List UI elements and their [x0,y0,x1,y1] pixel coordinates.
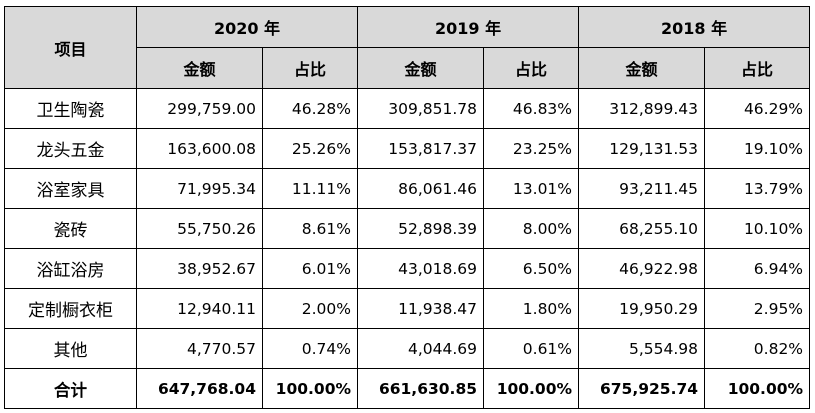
ratio-cell: 46.28% [261,88,359,129]
amount-cell: 4,770.57 [136,328,263,369]
amount-header: 金额 [136,47,263,89]
ratio-cell: 13.79% [704,168,811,209]
category-cell: 瓷砖 [4,208,137,249]
ratio-cell: 6.50% [483,248,580,289]
ratio-cell: 2.00% [261,288,359,329]
amount-cell: 52,898.39 [357,208,485,249]
revenue-breakdown-table: 项目 2020 年 2019 年 2018 年 金额 占比 金额 占比 金额 占… [4,6,811,409]
year-header-2018: 2018 年 [578,6,811,48]
ratio-cell: 10.10% [704,208,811,249]
ratio-cell: 2.95% [704,288,811,329]
total-amount-cell: 647,768.04 [136,368,263,409]
table-row: 定制橱衣柜 12,940.11 2.00% 11,938.47 1.80% 19… [4,288,811,329]
amount-header: 金额 [357,47,485,89]
ratio-cell: 0.82% [704,328,811,369]
header-row-years: 项目 2020 年 2019 年 2018 年 [4,6,811,89]
total-ratio-cell: 100.00% [704,368,811,409]
ratio-cell: 6.01% [261,248,359,289]
amount-cell: 4,044.69 [357,328,485,369]
ratio-header: 占比 [483,47,580,89]
ratio-cell: 46.29% [704,88,811,129]
table-row: 其他 4,770.57 0.74% 4,044.69 0.61% 5,554.9… [4,328,811,369]
category-cell: 浴室家具 [4,168,137,209]
category-cell: 卫生陶瓷 [4,88,137,129]
header-row-columns: 金额 占比 金额 占比 金额 占比 [5,47,811,89]
amount-cell: 93,211.45 [578,168,706,209]
amount-cell: 153,817.37 [357,128,485,169]
amount-cell: 55,750.26 [136,208,263,249]
table-row: 龙头五金 163,600.08 25.26% 153,817.37 23.25%… [4,128,811,169]
ratio-cell: 19.10% [704,128,811,169]
amount-cell: 38,952.67 [136,248,263,289]
amount-cell: 309,851.78 [357,88,485,129]
total-ratio-cell: 100.00% [261,368,359,409]
ratio-cell: 1.80% [483,288,580,329]
category-cell: 浴缸浴房 [4,248,137,289]
total-amount-cell: 675,925.74 [578,368,706,409]
amount-cell: 46,922.98 [578,248,706,289]
amount-header: 金额 [578,47,706,89]
amount-cell: 71,995.34 [136,168,263,209]
ratio-header: 占比 [261,47,359,89]
ratio-cell: 6.94% [704,248,811,289]
amount-cell: 5,554.98 [578,328,706,369]
revenue-table-container: 项目 2020 年 2019 年 2018 年 金额 占比 金额 占比 金额 占… [4,6,811,409]
amount-cell: 129,131.53 [578,128,706,169]
ratio-cell: 8.00% [483,208,580,249]
year-header-2019: 2019 年 [357,6,580,48]
ratio-cell: 25.26% [261,128,359,169]
ratio-cell: 11.11% [261,168,359,209]
total-amount-cell: 661,630.85 [357,368,485,409]
year-header-2020: 2020 年 [135,6,359,48]
amount-cell: 312,899.43 [578,88,706,129]
ratio-cell: 13.01% [483,168,580,209]
amount-cell: 86,061.46 [357,168,485,209]
total-row: 合计 647,768.04 100.00% 661,630.85 100.00%… [4,368,811,409]
amount-cell: 299,759.00 [136,88,263,129]
table-row: 卫生陶瓷 299,759.00 46.28% 309,851.78 46.83%… [4,88,811,129]
category-cell: 其他 [4,328,137,369]
total-ratio-cell: 100.00% [483,368,580,409]
category-cell: 定制橱衣柜 [4,288,137,329]
item-header: 项目 [4,6,137,89]
ratio-cell: 46.83% [483,88,580,129]
amount-cell: 12,940.11 [136,288,263,329]
amount-cell: 19,950.29 [578,288,706,329]
table-row: 浴缸浴房 38,952.67 6.01% 43,018.69 6.50% 46,… [4,248,811,289]
category-cell: 龙头五金 [4,128,137,169]
amount-cell: 11,938.47 [357,288,485,329]
ratio-cell: 0.74% [261,328,359,369]
amount-cell: 163,600.08 [136,128,263,169]
table-row: 瓷砖 55,750.26 8.61% 52,898.39 8.00% 68,25… [4,208,811,249]
ratio-cell: 0.61% [483,328,580,369]
table-row: 浴室家具 71,995.34 11.11% 86,061.46 13.01% 9… [4,168,811,209]
amount-cell: 43,018.69 [357,248,485,289]
total-label: 合计 [4,368,137,409]
ratio-cell: 8.61% [261,208,359,249]
amount-cell: 68,255.10 [578,208,706,249]
ratio-header: 占比 [704,47,811,89]
ratio-cell: 23.25% [483,128,580,169]
